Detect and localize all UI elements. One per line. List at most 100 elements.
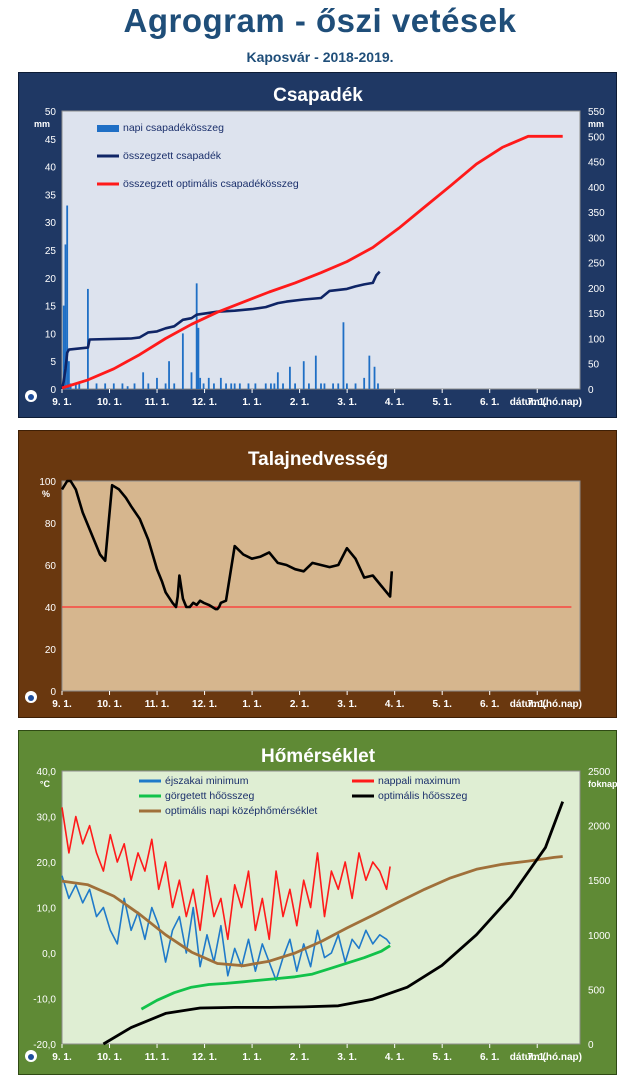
temperature-chart: Hőmérséklet 9. 1. 10. 1. 11. 1. 12. 1. 1. 1. 2…: [25, 746, 618, 1063]
x-tick-label: 3. 1.: [337, 1052, 357, 1063]
y-unit-left: %: [42, 489, 50, 499]
precip-bar: [195, 283, 198, 389]
precip-bar: [181, 333, 184, 389]
x-tick-label: 4. 1.: [385, 1052, 405, 1063]
cumulative-precip-line: [60, 270, 381, 390]
precip-bar: [87, 288, 89, 389]
x-tick-label: 10. 1.: [97, 1052, 122, 1063]
x-tick-label: 5. 1.: [432, 699, 452, 710]
x-tick-label: 1. 1.: [242, 699, 262, 710]
precip-bar: [247, 383, 250, 389]
y-tick-label-left: 20: [45, 645, 57, 656]
y-tick-label-right: 300: [588, 233, 605, 244]
precip-bar: [74, 383, 77, 389]
y-tick-label-left: 0: [50, 687, 56, 698]
soil-moisture-line: [60, 479, 394, 611]
precip-bar: [197, 327, 200, 389]
precip-bar: [320, 383, 322, 389]
chart-title: Csapadék: [273, 85, 363, 106]
x-tick-label: 9. 1.: [52, 397, 72, 408]
y-tick-label-left: 40,0: [37, 767, 57, 778]
y-tick-label-right: 1500: [588, 876, 611, 887]
precip-bar: [302, 361, 305, 389]
x-tick-label: 10. 1.: [97, 699, 122, 710]
y-tick-label-left: 30: [45, 218, 57, 229]
x-tick-label: 4. 1.: [385, 397, 405, 408]
plot-area: [61, 110, 581, 390]
precip-bar: [78, 383, 81, 389]
precip-bar: [282, 383, 284, 389]
precip-bar: [238, 383, 241, 389]
y-tick-label-left: 40: [45, 163, 57, 174]
precip-bar: [368, 355, 371, 389]
y-unit-left: °C: [40, 779, 51, 789]
precipitation-panel: Csapadék 9. 1. 10. 1. 11. 1. 12. 1. 1. 1. 2. 1…: [18, 72, 617, 418]
y-tick-label-left: 20,0: [37, 858, 57, 869]
y-tick-label-right: 350: [588, 208, 605, 219]
y-tick-label-right: 0: [588, 1040, 594, 1051]
precip-bar: [156, 377, 158, 389]
x-tick-label: 6. 1.: [480, 397, 500, 408]
precip-bar: [199, 377, 202, 389]
y-tick-label-right: 450: [588, 158, 605, 169]
x-axis-label: dátum (hó.nap): [510, 1052, 582, 1063]
precip-bar: [104, 383, 107, 389]
precip-bar: [64, 244, 67, 389]
x-tick-label: 11. 1.: [145, 1052, 170, 1063]
precip-bar: [202, 383, 205, 389]
precip-bar: [337, 383, 340, 389]
legend-night-min-label: éjszakai minimum: [165, 775, 249, 787]
x-tick-label: 7. 1.: [527, 1052, 547, 1063]
y-tick-label-right: 2500: [588, 767, 611, 778]
precip-bar: [62, 305, 65, 389]
y-tick-label-right: 500: [588, 985, 605, 996]
precip-bar: [354, 383, 357, 389]
precip-bar: [314, 355, 317, 389]
x-tick-label: 6. 1.: [480, 699, 500, 710]
x-tick-label: 7. 1.: [527, 397, 547, 408]
legend-rolling-heat-sum-label: görgetett hőösszeg: [165, 790, 254, 802]
precip-bar: [66, 205, 69, 389]
precip-bar: [233, 383, 236, 389]
y-tick-label-right: 150: [588, 309, 605, 320]
plot-area: [61, 480, 581, 692]
chart-title: Hőmérséklet: [261, 746, 376, 767]
chart-title: Talajnedvesség: [248, 449, 388, 470]
y-tick-label-right: 1000: [588, 931, 611, 942]
y-tick-label-right: 2000: [588, 822, 611, 833]
x-tick-label: 12. 1.: [192, 397, 217, 408]
optimal-daily-mean-line: [61, 855, 563, 968]
precip-bar: [95, 383, 98, 389]
x-tick-label: 5. 1.: [432, 1052, 452, 1063]
precip-bar: [225, 383, 227, 389]
x-tick-label: 11. 1.: [145, 699, 170, 710]
precip-bar: [332, 383, 334, 389]
optimal-precip-line: [61, 134, 563, 390]
precip-bar: [190, 372, 193, 389]
precip-bar: [121, 383, 124, 389]
y-tick-label-left: 20: [45, 274, 57, 285]
x-axis-label: dátum (hó.nap): [510, 699, 582, 710]
omsz-logo-icon-inner: [28, 695, 34, 701]
precip-bar: [147, 383, 150, 389]
y-tick-label-left: 30,0: [37, 813, 57, 824]
precip-bar: [289, 366, 291, 389]
precip-bar: [133, 383, 136, 389]
precip-bar: [173, 383, 176, 389]
y-tick-label-right: 400: [588, 183, 605, 194]
optimal-heat-sum-line: [102, 801, 565, 1046]
y-unit-left: mm: [34, 119, 50, 129]
legend-optimal-precip-label: összegzett optimális csapadékösszeg: [123, 178, 299, 190]
precip-bar: [164, 383, 167, 389]
rolling-heat-sum-line: [140, 944, 391, 1011]
night-min-line: [61, 875, 391, 982]
y-tick-label-left: 0,0: [42, 949, 56, 960]
precip-bar: [346, 383, 348, 389]
y-tick-label-left: 15: [45, 302, 57, 313]
y-tick-label-left: 25: [45, 246, 57, 257]
x-tick-label: 2. 1.: [290, 699, 310, 710]
y-tick-label-left: 0: [50, 385, 56, 396]
precip-bar: [254, 383, 257, 389]
x-tick-label: 7. 1.: [527, 699, 547, 710]
soil-moisture-panel: Talajnedvesség 9. 1. 10. 1. 11. 1. 12. 1. 1. …: [18, 430, 617, 718]
